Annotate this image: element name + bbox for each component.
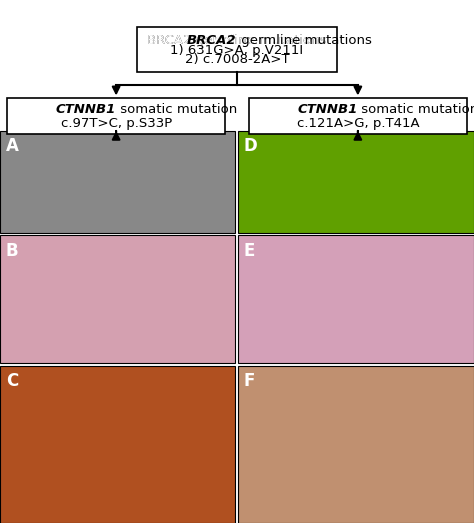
- FancyBboxPatch shape: [249, 98, 467, 134]
- Text: c.97T>C, p.S33P: c.97T>C, p.S33P: [61, 117, 172, 130]
- Text: E: E: [244, 242, 255, 259]
- Text: CTNNB1: CTNNB1: [297, 103, 357, 116]
- Bar: [0, 366, 235, 523]
- Text: A: A: [6, 137, 18, 155]
- Bar: [0, 131, 235, 233]
- Text: c.121A>G, p.T41A: c.121A>G, p.T41A: [297, 117, 419, 130]
- Text: B: B: [6, 242, 18, 259]
- Text: C: C: [6, 372, 18, 390]
- Text: CTNNB1: CTNNB1: [55, 103, 116, 116]
- Text: somatic mutation: somatic mutation: [116, 103, 237, 116]
- Text: BRCA2: BRCA2: [187, 35, 237, 47]
- Bar: [238, 131, 474, 233]
- Bar: [238, 366, 474, 523]
- Bar: [238, 235, 474, 363]
- Text: F: F: [244, 372, 255, 390]
- FancyBboxPatch shape: [137, 27, 337, 72]
- Text: 1) 631G>A, p.V211I: 1) 631G>A, p.V211I: [171, 44, 303, 57]
- Text: germline mutations: germline mutations: [237, 35, 372, 47]
- Text: BRCA2 germline mutations: BRCA2 germline mutations: [147, 35, 327, 47]
- Text: BRCA2 germline mutations: BRCA2 germline mutations: [147, 35, 327, 47]
- FancyBboxPatch shape: [7, 98, 225, 134]
- Bar: [0, 235, 235, 363]
- Text: somatic mutation: somatic mutation: [357, 103, 474, 116]
- Text: 2) c.7008-2A>T: 2) c.7008-2A>T: [185, 53, 289, 66]
- Text: D: D: [244, 137, 257, 155]
